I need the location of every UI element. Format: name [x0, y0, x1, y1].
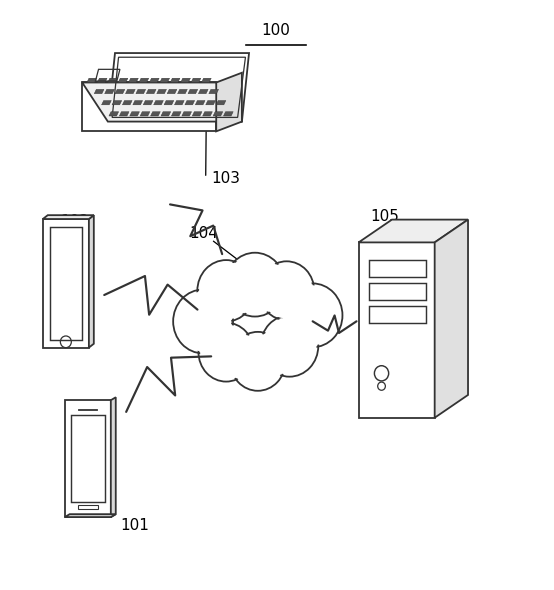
Polygon shape — [198, 89, 208, 94]
Polygon shape — [170, 78, 180, 83]
Polygon shape — [112, 100, 122, 105]
Circle shape — [283, 283, 342, 348]
Polygon shape — [196, 100, 205, 105]
Polygon shape — [181, 78, 191, 83]
Text: 104: 104 — [189, 226, 218, 241]
Polygon shape — [65, 400, 111, 517]
Circle shape — [259, 261, 314, 320]
Polygon shape — [89, 215, 94, 348]
Circle shape — [198, 323, 254, 382]
Polygon shape — [164, 100, 174, 105]
Polygon shape — [122, 100, 132, 105]
Polygon shape — [43, 215, 94, 219]
Polygon shape — [358, 219, 468, 242]
Text: 103: 103 — [211, 171, 240, 186]
Polygon shape — [178, 89, 187, 94]
Polygon shape — [185, 100, 194, 105]
Text: 105: 105 — [370, 209, 399, 224]
Circle shape — [175, 291, 231, 352]
Circle shape — [199, 262, 253, 320]
Polygon shape — [146, 89, 156, 94]
Polygon shape — [171, 112, 181, 116]
Polygon shape — [130, 112, 140, 116]
Text: 100: 100 — [261, 23, 290, 38]
Text: 101: 101 — [121, 519, 150, 533]
Circle shape — [200, 324, 252, 380]
Polygon shape — [87, 78, 96, 83]
Text: 102: 102 — [60, 214, 89, 230]
Polygon shape — [216, 73, 242, 132]
Polygon shape — [115, 89, 125, 94]
Polygon shape — [191, 78, 201, 83]
Polygon shape — [105, 89, 114, 94]
Polygon shape — [435, 219, 468, 418]
Polygon shape — [213, 112, 223, 116]
Circle shape — [261, 315, 318, 376]
Polygon shape — [161, 112, 171, 116]
Polygon shape — [160, 78, 170, 83]
Polygon shape — [133, 100, 142, 105]
Polygon shape — [119, 112, 129, 116]
Polygon shape — [216, 100, 226, 105]
Polygon shape — [107, 78, 117, 83]
Polygon shape — [108, 53, 249, 122]
Polygon shape — [188, 89, 198, 94]
Polygon shape — [209, 89, 218, 94]
Polygon shape — [151, 112, 160, 116]
Circle shape — [260, 263, 312, 319]
Polygon shape — [150, 78, 159, 83]
Polygon shape — [140, 112, 150, 116]
Polygon shape — [129, 78, 138, 83]
Polygon shape — [82, 83, 242, 122]
Polygon shape — [206, 100, 216, 105]
Polygon shape — [139, 78, 148, 83]
Circle shape — [227, 255, 283, 314]
Polygon shape — [111, 397, 116, 517]
Circle shape — [197, 260, 255, 322]
Circle shape — [173, 290, 233, 353]
Polygon shape — [153, 100, 163, 105]
Polygon shape — [157, 89, 166, 94]
Polygon shape — [192, 112, 202, 116]
Circle shape — [230, 332, 285, 391]
Polygon shape — [182, 112, 192, 116]
Circle shape — [232, 334, 284, 389]
Polygon shape — [94, 89, 104, 94]
Polygon shape — [65, 514, 116, 517]
Polygon shape — [223, 112, 233, 116]
Circle shape — [263, 317, 316, 375]
Polygon shape — [109, 112, 119, 116]
Polygon shape — [143, 100, 153, 105]
Polygon shape — [101, 100, 111, 105]
Polygon shape — [202, 78, 211, 83]
Circle shape — [225, 253, 285, 317]
Polygon shape — [82, 83, 216, 132]
Polygon shape — [167, 89, 177, 94]
Polygon shape — [175, 100, 184, 105]
Polygon shape — [203, 112, 212, 116]
Polygon shape — [118, 78, 128, 83]
Polygon shape — [126, 89, 135, 94]
Polygon shape — [98, 78, 107, 83]
Circle shape — [284, 286, 341, 345]
Polygon shape — [43, 219, 89, 348]
Polygon shape — [136, 89, 146, 94]
Polygon shape — [358, 242, 435, 418]
